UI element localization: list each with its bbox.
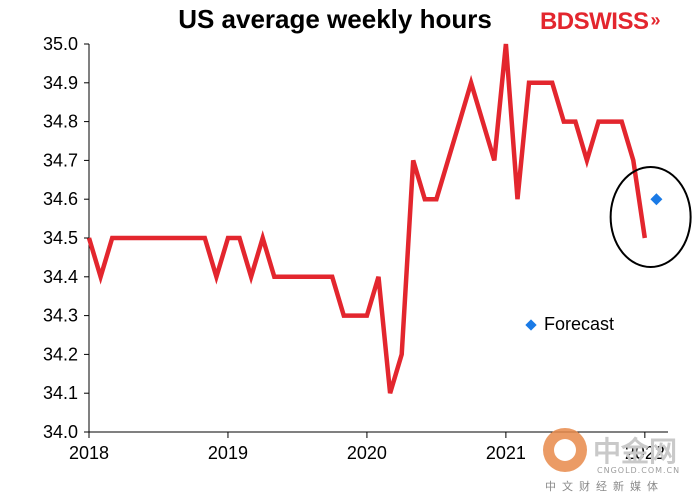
series-layer <box>86 43 692 394</box>
x-tick-label: 2021 <box>486 443 526 463</box>
y-tick-label: 34.4 <box>43 267 78 287</box>
watermark: 中金网 CNGOLD.COM.CN 中文财经新媒体 <box>543 428 693 493</box>
y-tick-label: 34.7 <box>43 150 78 170</box>
bdswiss-logo: BDSWISS» <box>539 8 661 36</box>
x-tick-label: 2018 <box>69 443 109 463</box>
axes: 34.0 34.1 34.2 34.3 34.4 34.5 34.6 34.7 34.8 34.9… <box>43 34 668 463</box>
legend-label-forecast: Forecast <box>544 314 615 334</box>
series-line-actual <box>86 43 648 394</box>
y-tick-label: 34.9 <box>43 73 78 93</box>
logo-bd: BD <box>539 8 574 35</box>
y-tick-label: 34.6 <box>43 189 78 209</box>
x-tick-label: 2019 <box>208 443 248 463</box>
legend: Forecast <box>525 314 615 335</box>
y-tick-label: 34.2 <box>43 344 78 364</box>
data-point-forecast <box>650 193 663 206</box>
y-tick-label: 34.3 <box>43 306 78 326</box>
forecast-marker-icon <box>525 318 537 331</box>
y-tick-label: 34.1 <box>43 383 78 403</box>
watermark-subtitle: 中文财经新媒体 <box>545 480 664 493</box>
chevron-icon: » <box>650 10 660 30</box>
y-tick-label: 35.0 <box>43 34 78 54</box>
y-tick-label: 34.5 <box>43 228 78 248</box>
watermark-url: CNGOLD.COM.CN <box>597 466 681 475</box>
annotation-ellipse <box>609 166 692 268</box>
logo-swiss: SWISS <box>573 8 649 35</box>
chart-title: US average weekly hours <box>178 4 492 34</box>
watermark-logo-icon <box>543 428 587 472</box>
y-tick-label: 34.8 <box>43 112 78 132</box>
x-tick-label: 2022 <box>625 443 665 463</box>
x-tick-label: 2020 <box>347 443 387 463</box>
y-tick-label: 34.0 <box>43 422 78 442</box>
watermark-text: 中金网 <box>593 435 678 468</box>
